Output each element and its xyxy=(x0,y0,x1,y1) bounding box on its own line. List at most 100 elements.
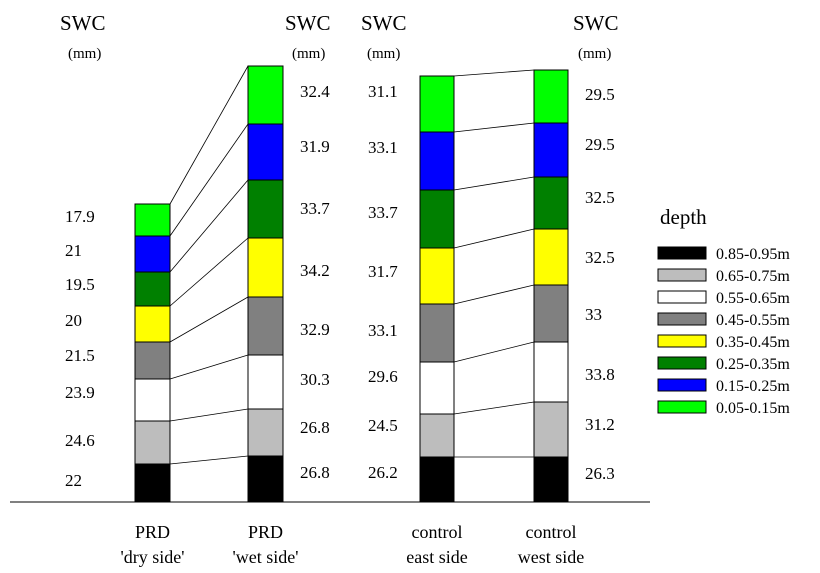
value-label: 32.9 xyxy=(300,320,330,339)
value-label: 33.7 xyxy=(368,203,398,222)
value-label: 29.5 xyxy=(585,135,615,154)
legend-label: 0.65-0.75m xyxy=(716,268,790,285)
category-label: control xyxy=(412,522,463,542)
value-label: 32.5 xyxy=(585,248,615,267)
legend-label: 0.15-0.25m xyxy=(716,378,790,395)
value-label: 33.1 xyxy=(368,138,398,157)
value-label: 26.3 xyxy=(585,464,615,483)
bar-segment xyxy=(419,131,455,191)
bar-segment xyxy=(134,420,171,465)
connector-line xyxy=(453,284,535,305)
connector-line xyxy=(453,341,535,363)
legend-label: 0.45-0.55m xyxy=(716,312,790,329)
bar-segment xyxy=(419,189,455,249)
value-label: 22 xyxy=(65,471,82,490)
value-label: 26.2 xyxy=(368,463,398,482)
axis-header: SWC xyxy=(60,11,106,35)
bar-segment xyxy=(533,456,569,503)
connector-line xyxy=(453,69,535,77)
connector-line xyxy=(169,65,249,205)
connectors xyxy=(169,65,535,503)
bar-segment xyxy=(134,463,171,503)
category-label: west side xyxy=(518,547,585,567)
connector-line xyxy=(169,408,249,422)
bar-segment xyxy=(247,354,284,410)
bar-segment xyxy=(134,203,171,237)
connector-line xyxy=(169,179,249,273)
value-label: 33.8 xyxy=(585,365,615,384)
value-label: 24.5 xyxy=(368,416,398,435)
connector-line xyxy=(453,176,535,191)
bar-segment xyxy=(533,228,569,286)
category-label: 'wet side' xyxy=(233,547,299,567)
bar-segment xyxy=(134,378,171,422)
legend-label: 0.25-0.35m xyxy=(716,356,790,373)
legend-swatch xyxy=(657,246,707,260)
bar-segment xyxy=(533,401,569,458)
value-label: 32.5 xyxy=(585,188,615,207)
value-label: 31.1 xyxy=(368,82,398,101)
bar-segment xyxy=(533,284,569,343)
category-label: PRD xyxy=(248,522,283,542)
bar-segment xyxy=(134,341,171,380)
value-label: 23.9 xyxy=(65,383,95,402)
unit-label: (mm) xyxy=(292,46,325,62)
unit-label: (mm) xyxy=(578,46,611,62)
bar-segment xyxy=(134,271,171,307)
category-label: east side xyxy=(406,547,467,567)
bar-segment xyxy=(134,305,171,343)
legend-label: 0.55-0.65m xyxy=(716,290,790,307)
connector-line xyxy=(453,228,535,249)
legend-swatch xyxy=(657,400,707,414)
value-label: 24.6 xyxy=(65,431,95,450)
bar-segment xyxy=(247,237,284,298)
bar-segment xyxy=(134,235,171,273)
bar-segment xyxy=(247,296,284,356)
legend-swatch xyxy=(657,378,707,392)
bar-segment xyxy=(247,408,284,457)
connector-line xyxy=(169,455,249,465)
bar-segment xyxy=(419,456,455,503)
legend-label: 0.35-0.45m xyxy=(716,334,790,351)
bar-segment xyxy=(419,413,455,458)
axis-header: SWC xyxy=(573,11,619,35)
bar-segment xyxy=(533,69,569,124)
value-label: 30.3 xyxy=(300,370,330,389)
bar-segment xyxy=(533,122,569,178)
value-label: 31.9 xyxy=(300,137,330,156)
legend-swatch xyxy=(657,290,707,304)
bar-segment xyxy=(419,361,455,415)
value-label: 19.5 xyxy=(65,275,95,294)
bar-segment xyxy=(533,176,569,230)
category-label: 'dry side' xyxy=(121,547,185,567)
value-label: 31.2 xyxy=(585,415,615,434)
unit-label: (mm) xyxy=(68,46,101,62)
value-label: 26.8 xyxy=(300,418,330,437)
axis-header: SWC xyxy=(361,11,407,35)
bar-segment xyxy=(247,179,284,239)
value-label: 33.1 xyxy=(368,321,398,340)
bar-segment xyxy=(533,341,569,403)
bar-segment xyxy=(247,455,284,503)
axis-header: SWC xyxy=(285,11,331,35)
category-label: control xyxy=(526,522,577,542)
value-label: 26.8 xyxy=(300,463,330,482)
value-label: 21 xyxy=(65,241,82,260)
connector-line xyxy=(169,296,249,343)
legend-swatch xyxy=(657,356,707,370)
connector-line xyxy=(453,401,535,415)
bar-segment xyxy=(419,75,455,133)
legend-swatch xyxy=(657,268,707,282)
legend-title: depth xyxy=(660,205,707,229)
category-label: PRD xyxy=(135,522,170,542)
legend-label: 0.85-0.95m xyxy=(716,246,790,263)
connector-line xyxy=(169,237,249,307)
value-label: 29.6 xyxy=(368,367,398,386)
value-label: 33 xyxy=(585,305,602,324)
value-label: 20 xyxy=(65,311,82,330)
bar-segment xyxy=(419,303,455,363)
connector-line xyxy=(169,354,249,380)
value-label: 33.7 xyxy=(300,199,330,218)
value-label: 32.4 xyxy=(300,82,330,101)
